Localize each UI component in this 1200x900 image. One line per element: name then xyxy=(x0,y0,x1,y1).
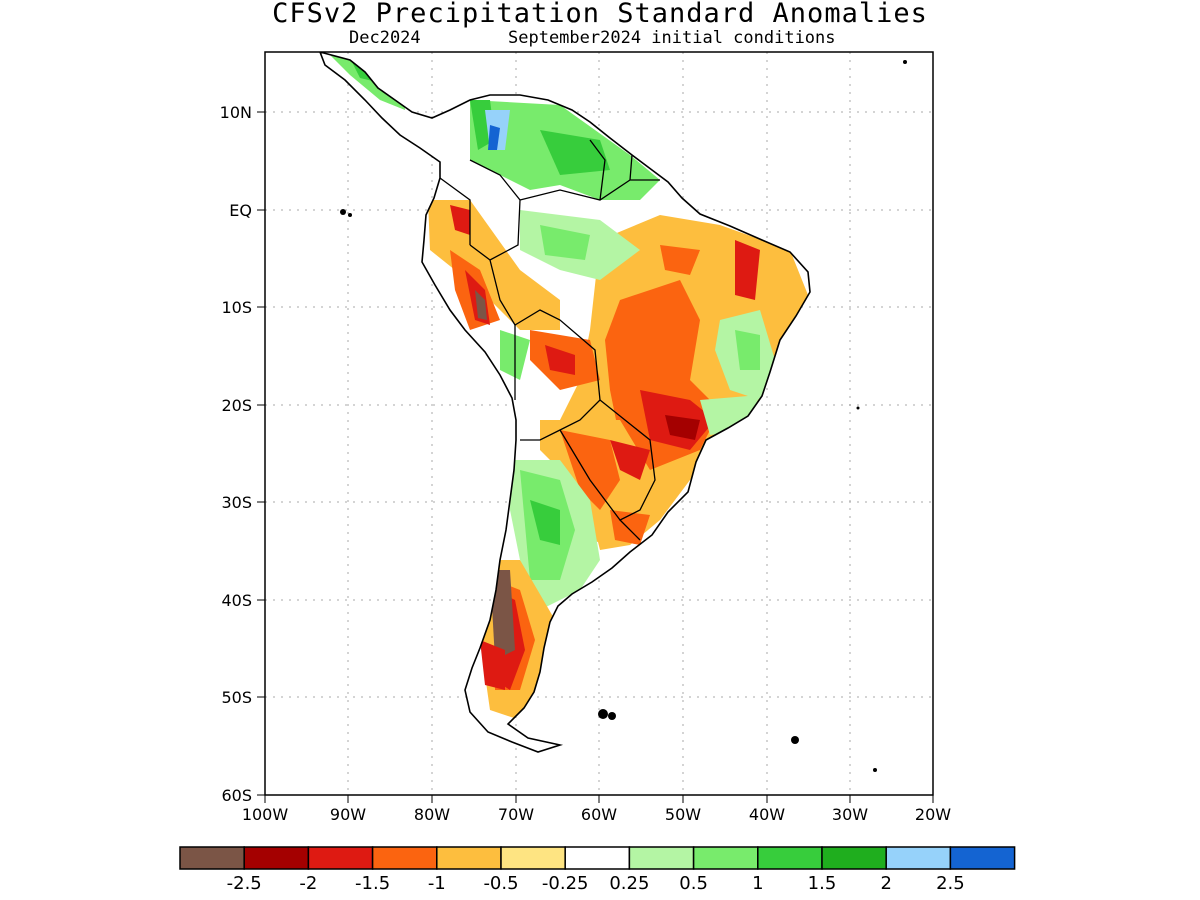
lon-tick-label: 20W xyxy=(915,805,951,824)
colorbar-swatch xyxy=(436,846,502,870)
colorbar-label: -0.5 xyxy=(483,873,518,894)
lat-tick-label: 10N xyxy=(220,103,252,122)
lon-tick-label: 100W xyxy=(242,805,289,824)
lon-tick-label: 60W xyxy=(581,805,617,824)
colorbar-swatch xyxy=(821,846,887,870)
map-title: CFSv2 Precipitation Standard Anomalies xyxy=(272,0,928,29)
colorbar-label: -2 xyxy=(299,873,317,894)
lat-tick-label: 50S xyxy=(221,688,252,707)
lat-tick-label: 30S xyxy=(221,493,252,512)
lat-tick-label: 20S xyxy=(221,396,252,415)
initial-conditions-label: September2024 initial conditions xyxy=(508,28,836,48)
lon-tick-label: 80W xyxy=(414,805,450,824)
colorbar-swatch xyxy=(500,846,566,870)
colorbar-label: 1 xyxy=(752,873,763,894)
colorbar-label: 2.5 xyxy=(936,873,965,894)
colorbar-swatch xyxy=(885,846,952,870)
anomaly-field xyxy=(320,52,810,752)
colorbar-label: -2.5 xyxy=(227,873,262,894)
lat-tick-label: EQ xyxy=(229,201,252,220)
lon-axis: 100W 90W 80W 70W 60W 50W 40W 30W 20W xyxy=(242,795,951,824)
lat-axis: 10N EQ 10S 20S 30S 40S 50S 60S xyxy=(220,103,265,805)
country-borders xyxy=(439,139,660,541)
forecast-month: Dec2024 xyxy=(349,28,421,48)
lon-tick-label: 30W xyxy=(832,805,868,824)
colorbar-label: 2 xyxy=(880,873,891,894)
colorbar-label: -0.25 xyxy=(542,873,589,894)
lat-tick-label: 60S xyxy=(221,786,252,805)
colorbar-swatch xyxy=(564,846,631,870)
colorbar-swatch xyxy=(692,846,759,870)
lat-tick-label: 10S xyxy=(221,298,252,317)
colorbar-label: -1.5 xyxy=(355,873,390,894)
colorbar-label: 0.5 xyxy=(679,873,708,894)
colorbar-swatch xyxy=(949,846,1016,870)
colorbar-swatch xyxy=(243,846,310,870)
coastline xyxy=(319,52,811,753)
lat-tick-label: 40S xyxy=(221,591,252,610)
lon-tick-label: 90W xyxy=(330,805,366,824)
colorbar-swatch xyxy=(757,846,823,870)
colorbar-label: 1.5 xyxy=(808,873,837,894)
colorbar-swatch xyxy=(307,846,374,870)
lon-tick-label: 50W xyxy=(665,805,701,824)
lon-tick-label: 40W xyxy=(749,805,785,824)
islands xyxy=(340,60,907,772)
colorbar-label: 0.25 xyxy=(609,873,649,894)
colorbar: -2.5 -2 -1.5 -1 -0.5 -0.25 0.25 0.5 1 1.5 2 2.5 xyxy=(179,846,1016,894)
colorbar-swatch xyxy=(371,846,438,870)
colorbar-label: -1 xyxy=(428,873,446,894)
colorbar-swatch xyxy=(179,846,245,870)
lon-tick-label: 70W xyxy=(498,805,534,824)
colorbar-swatch xyxy=(628,846,695,870)
